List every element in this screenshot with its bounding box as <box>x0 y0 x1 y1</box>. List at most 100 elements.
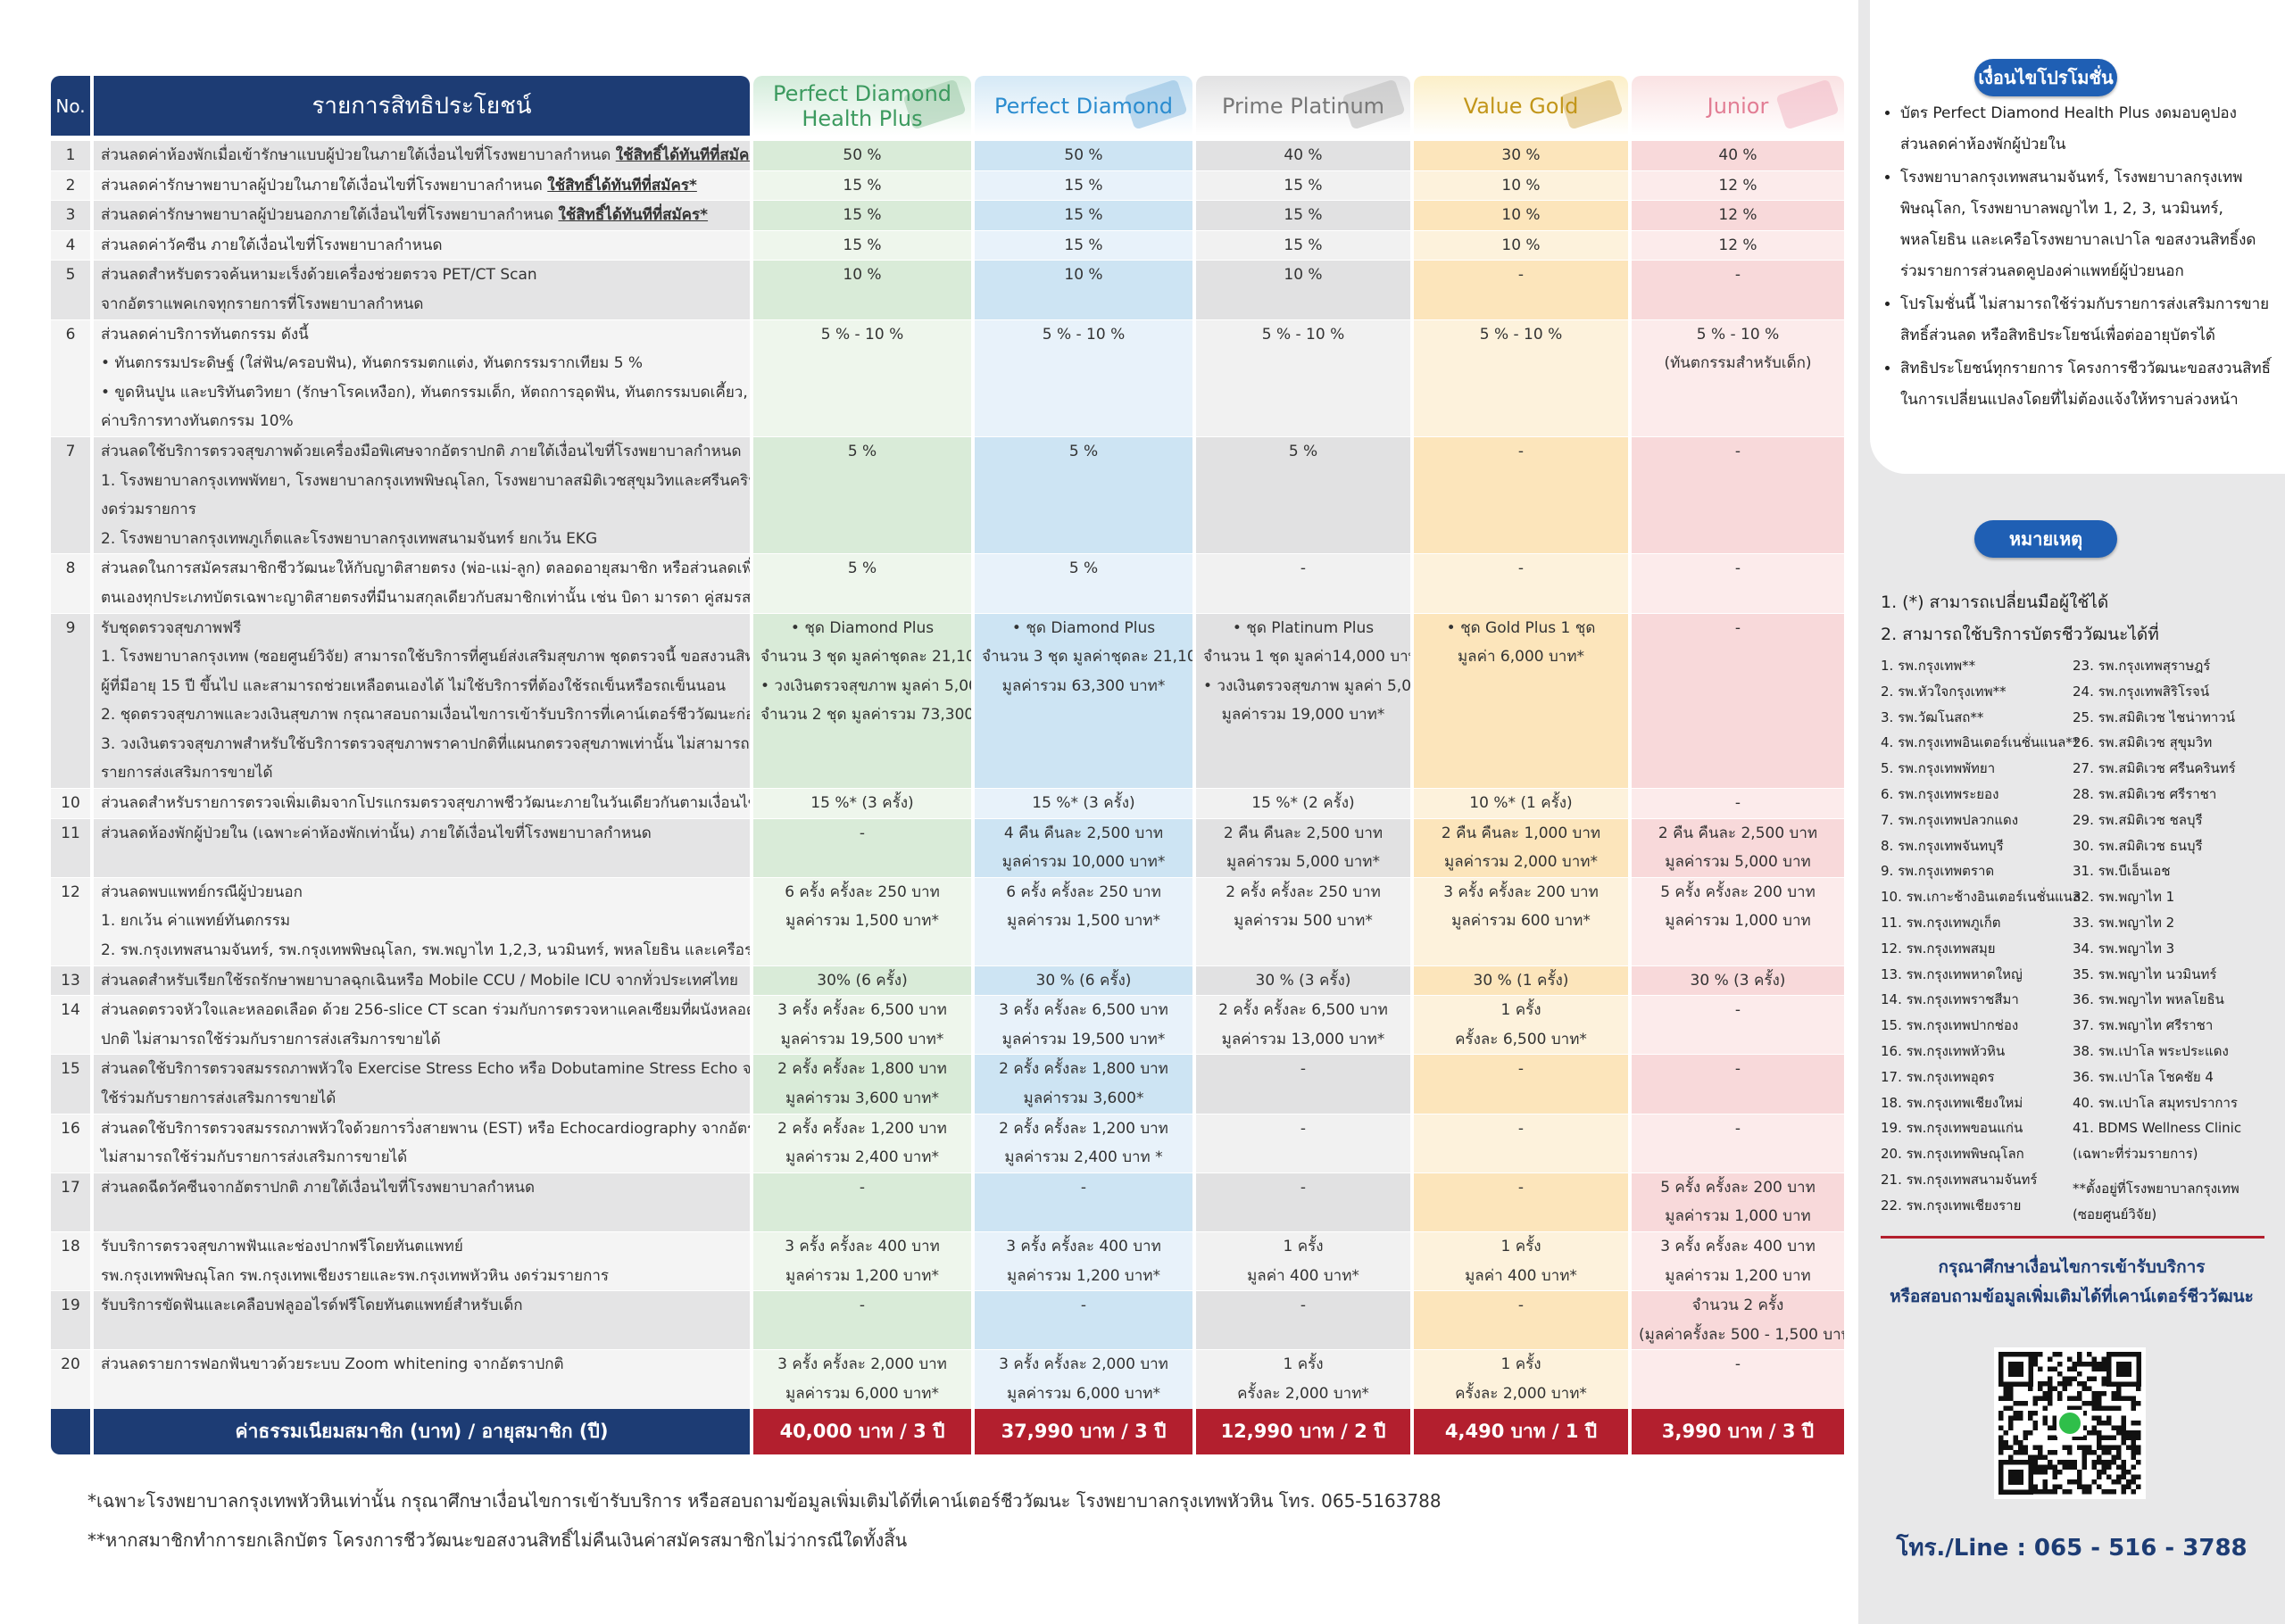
qr-module <box>2008 1421 2014 1426</box>
qr-module <box>2101 1381 2106 1387</box>
qr-module <box>2032 1484 2038 1489</box>
qr-module <box>2101 1470 2106 1475</box>
benefit: ส่วนลดใช้บริการตรวจสุขภาพด้วยเครื่องมือพ… <box>94 436 750 555</box>
cell-line: 3 ครั้ง ครั้งละ 200 บาท <box>1443 882 1599 901</box>
benefit-cell: จำนวน 2 ครั้ง (มูลค่าครั้งละ 500 - 1,500 … <box>1632 1291 1844 1351</box>
hospital: 27. รพ.สมิติเวช ศรีนครินทร์ <box>2073 760 2236 777</box>
qr-module <box>2048 1464 2053 1470</box>
qr-module <box>2008 1362 2023 1377</box>
qr-module <box>2081 1489 2087 1495</box>
benefit-cell: 30 % <box>1414 141 1628 171</box>
qr-module <box>2081 1464 2087 1470</box>
benefit-line: ส่วนลดค่าบริการทันตกรรม ดังนี้ <box>101 320 743 350</box>
benefit-cell: • ชุด Diamond Plus จำนวน 3 ชุด มูลค่าชุดล… <box>975 613 1192 790</box>
cell-line: มูลค่ารวม 2,400 บาท* <box>785 1148 939 1167</box>
qr-module <box>2091 1425 2097 1430</box>
qr-module <box>2087 1450 2092 1455</box>
hospital: 23. รพ.กรุงเทพสุราษฎร์ <box>2073 658 2211 674</box>
qr-module <box>2121 1421 2126 1426</box>
qr-module <box>2048 1489 2053 1495</box>
benefit-row: 13 ส่วนลดสำหรับเรียกใช้รถรักษาพยาบาลฉุกเฉ… <box>51 965 1844 997</box>
cell-line: 15 % <box>1064 206 1103 225</box>
qr-module <box>2042 1391 2048 1396</box>
qr-module <box>2032 1356 2038 1362</box>
cell-line: มูลค่ารวม 1,200 บาท <box>1665 1266 1811 1285</box>
qr-module <box>2121 1489 2126 1495</box>
qr-module <box>2048 1386 2053 1391</box>
benefit-row: 18 รับบริการตรวจสุขภาพฟันและช่องปากฟรีโดย… <box>51 1231 1844 1292</box>
qr-module <box>2087 1352 2092 1357</box>
row-number: 3 <box>51 201 90 231</box>
benefit-cell: 2 ครั้ง ครั้งละ 1,200 บาท มูลค่ารวม 2,400… <box>753 1114 971 1173</box>
cell-line: 15 % <box>843 206 882 225</box>
cell-line: 15 %* (2 ครั้ง) <box>1251 794 1355 813</box>
qr-module <box>2081 1381 2087 1387</box>
column-title: Perfect Diamond Health Plus <box>772 80 952 131</box>
qr-module <box>2106 1489 2112 1495</box>
benefit-text: รับบริการขัดฟันและเคลือบฟลูออไรด์ฟรีโดยท… <box>101 1297 523 1315</box>
benefit-row: 6 ส่วนลดค่าบริการทันตกรรม ดังนี้ • ทันตกรร… <box>51 319 1844 437</box>
qr-module <box>2057 1470 2063 1475</box>
qr-module <box>2048 1376 2053 1381</box>
qr-module <box>2057 1391 2063 1396</box>
qr-module <box>2067 1405 2073 1411</box>
row-number: 14 <box>51 996 90 1056</box>
benefit-cell: 30 % (3 ครั้ง) <box>1196 965 1410 997</box>
qr-module <box>2052 1386 2057 1391</box>
hospital: 1. รพ.กรุงเทพ** <box>1881 658 1976 674</box>
qr-module <box>2008 1445 2014 1450</box>
benefit-line: ส่วนลดพบแพทย์กรณีผู้ป่วยนอก <box>101 878 743 907</box>
qr-module <box>2018 1445 2023 1450</box>
hospital: 7. รพ.กรุงเทพปลวกแดง <box>1881 811 2019 828</box>
benefit-text: ปกติ ไม่สามารถใช้ร่วมกับรายการส่งเสริมกา… <box>101 1030 441 1048</box>
cell-line: 3 ครั้ง ครั้งละ 2,000 บาท <box>999 1355 1168 1374</box>
cell-line: 4 คืน คืนละ 2,500 บาท <box>1003 824 1164 842</box>
hospital: 14. รพ.กรุงเทพราชสีมา <box>1881 991 2019 1008</box>
qr-module <box>2062 1376 2067 1381</box>
cell-line: 10 %* (1 ครั้ง) <box>1469 794 1573 813</box>
qr-module <box>2038 1464 2043 1470</box>
benefit-line: งดร่วมรายการ <box>101 495 743 525</box>
qr-module <box>2101 1460 2106 1465</box>
qr-module <box>2072 1396 2077 1401</box>
benefit-cell: 3 ครั้ง ครั้งละ 400 บาท มูลค่ารวม 1,200 บ… <box>975 1231 1192 1292</box>
column-header: Value Gold <box>1414 76 1628 136</box>
benefit-line: 2. ชุดตรวจสุขภาพและวงเงินสุขภาพ กรุณาสอบ… <box>101 700 750 730</box>
cell-line: มูลค่ารวม 1,500 บาท* <box>1007 912 1160 931</box>
benefit-cell: 5 % - 10 % <box>975 319 1192 437</box>
cell-line: 10 % <box>1501 236 1541 254</box>
benefit-cell: 10 % <box>1196 261 1410 320</box>
benefit-cell: - <box>1414 1172 1628 1232</box>
cell-line: มูลค่ารวม 10,000 บาท* <box>1001 853 1166 872</box>
cell-line: 5 ครั้ง ครั้งละ 200 บาท <box>1660 1178 1816 1197</box>
benefit-text: • ขูดหินปูน และบริทันตวิทยา (รักษาโรคเหง… <box>101 383 750 402</box>
row-number: 2 <box>51 170 90 202</box>
qr-module <box>2136 1401 2141 1406</box>
hospital: 24. รพ.กรุงเทพสิริโรจน์ <box>2073 683 2210 700</box>
qr-module <box>2136 1386 2141 1391</box>
qr-module <box>2091 1376 2097 1381</box>
benefit-cell: 15 % <box>1196 201 1410 231</box>
cell-line: 10 % <box>1501 206 1541 225</box>
row-number: 8 <box>51 554 90 614</box>
benefit-cell: 5 % - 10 % (ทันตกรรมสำหรับเด็ก) <box>1632 319 1844 437</box>
benefit-text: • ทันตกรรมประดิษฐ์ (ใส่ฟัน/ครอบฟัน), ทัน… <box>101 354 644 373</box>
qr-module <box>2077 1474 2082 1479</box>
benefit-cell: - <box>1414 436 1628 555</box>
fee-row: ค่าธรรมเนียมสมาชิก (บาท) / อายุสมาชิก (ป… <box>51 1409 1844 1454</box>
hospital: 11. รพ.กรุงเทพภูเก็ต <box>1881 914 2001 931</box>
cell-line: 2 ครั้ง ครั้งละ 250 บาท <box>1226 882 1381 901</box>
cell-line: ครั้งละ 2,000 บาท* <box>1237 1384 1369 1403</box>
cell-line: 30 % (1 ครั้ง) <box>1473 971 1569 990</box>
benefit-row: 7 ส่วนลดใช้บริการตรวจสุขภาพด้วยเครื่องมือ… <box>51 436 1844 555</box>
qr-module <box>2091 1450 2097 1455</box>
qr-module <box>2126 1435 2131 1440</box>
qr-module <box>2106 1474 2112 1479</box>
benefit-cell: 2 ครั้ง ครั้งละ 1,800 บาท มูลค่ารวม 3,600… <box>975 1055 1192 1114</box>
column-header: Prime Platinum <box>1196 76 1410 136</box>
qr-module <box>2067 1356 2073 1362</box>
benefit-cell: • ชุด Platinum Plus จำนวน 1 ชุด มูลค่า14,… <box>1196 613 1410 790</box>
note: 2. สามารถใช้บริการบัตรชีววัฒนะได้ที่ <box>1881 625 2159 644</box>
qr-module <box>2116 1445 2122 1450</box>
